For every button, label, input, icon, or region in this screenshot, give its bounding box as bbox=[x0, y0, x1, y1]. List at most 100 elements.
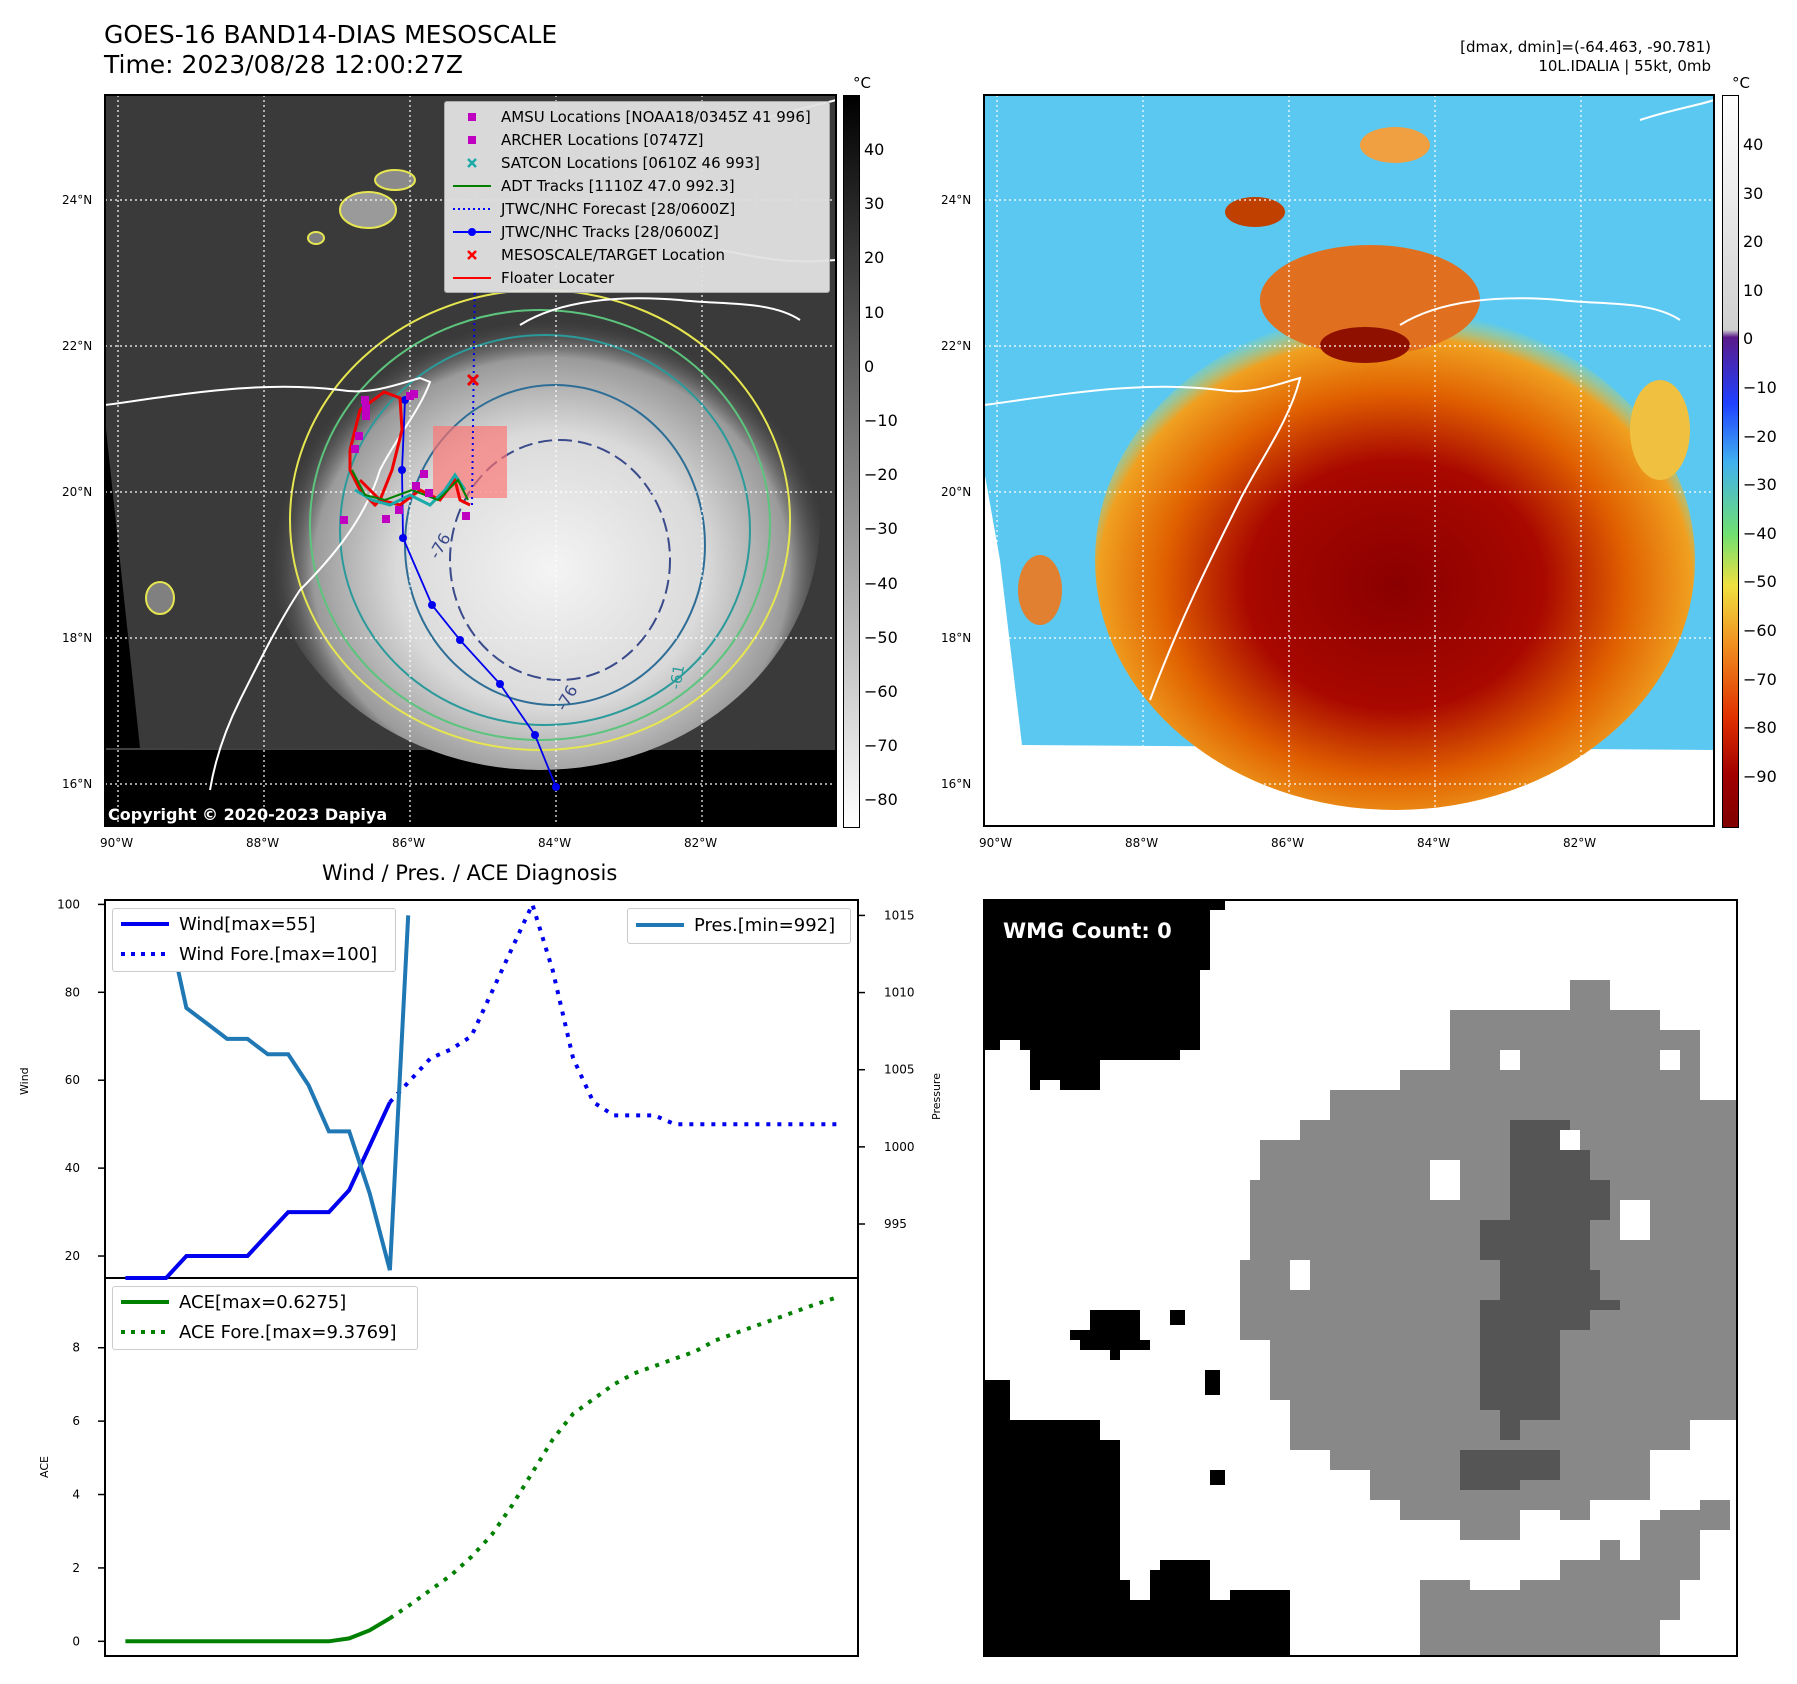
legend-wind-label: Wind[max=55] bbox=[179, 913, 316, 935]
pressure-y-tick-label: 1005 bbox=[884, 1063, 915, 1077]
pressure-legend: Pres.[min=992] bbox=[627, 908, 851, 944]
figure-title: GOES-16 BAND14-DIAS MESOSCALE Time: 2023/… bbox=[104, 20, 557, 80]
lon-label-90-right: 90°W bbox=[979, 836, 1013, 850]
ace-y-tick-label: 6 bbox=[72, 1414, 80, 1428]
gray-colorbar-tick-label: −70 bbox=[864, 736, 898, 756]
ace-series-line bbox=[125, 1616, 391, 1644]
legend-marker-icon bbox=[468, 135, 476, 144]
pressure-y-tick-label: 1010 bbox=[884, 986, 915, 1000]
color-colorbar-tick-label: 30 bbox=[1743, 183, 1764, 203]
amsu-archer-markers bbox=[340, 390, 470, 524]
lat-label-22-right: 22°N bbox=[941, 339, 972, 353]
ace-y-tick-label: 0 bbox=[72, 1634, 80, 1648]
gray-colorbar-tick-label: −80 bbox=[864, 790, 898, 810]
color-colorbar-tick-label: 0 bbox=[1743, 329, 1754, 349]
gray-colorbar-tick-label: −10 bbox=[864, 411, 898, 430]
mesoscale-box bbox=[433, 426, 507, 498]
legend-item: JTWC/NHC Forecast [28/0600Z] bbox=[451, 197, 823, 220]
ace-y-tick-label: 4 bbox=[72, 1488, 80, 1502]
ace-axes bbox=[104, 1277, 859, 1657]
lat-label-18-left: 18°N bbox=[62, 631, 93, 645]
lat-label-22-left: 22°N bbox=[62, 339, 93, 353]
title-line-2: Time: 2023/08/28 12:00:27Z bbox=[104, 50, 463, 79]
gray-colorbar-tick-label: 0 bbox=[864, 356, 875, 376]
lat-label-20-left: 20°N bbox=[62, 485, 93, 499]
storm-info: [dmax, dmin]=(-64.463, -90.781) 10L.IDALI… bbox=[1460, 38, 1711, 76]
legend-item: ARCHER Locations [0747Z] bbox=[451, 128, 823, 151]
lon-label-84-left: 84°W bbox=[538, 836, 572, 850]
color-enhanced-map bbox=[983, 94, 1715, 827]
color-colorbar-tick-label: 20 bbox=[1743, 232, 1764, 252]
color-colorbar-tick-label: −10 bbox=[1743, 378, 1777, 397]
legend-marker-icon bbox=[453, 207, 491, 210]
floater-locater-line bbox=[348, 390, 404, 508]
legend-item-label: JTWC/NHC Tracks [28/0600Z] bbox=[501, 222, 719, 241]
color-colorbar-tick-label: −20 bbox=[1743, 426, 1777, 446]
legend-item: Floater Locater bbox=[451, 266, 823, 289]
lat-label-16-right: 16°N bbox=[941, 777, 972, 791]
color-colorbar-tick-label: −80 bbox=[1743, 718, 1777, 738]
color-colorbar-tick-label: −60 bbox=[1743, 621, 1777, 640]
legend-pres-label: Pres.[min=992] bbox=[694, 914, 836, 936]
color-colorbar-tick-label: −50 bbox=[1743, 572, 1777, 592]
target-location-marker bbox=[466, 373, 480, 387]
lon-label-84-right: 84°W bbox=[1417, 836, 1451, 850]
gray-colorbar-tick-label: −50 bbox=[864, 627, 898, 647]
gray-colorbar-tick-label: −20 bbox=[864, 465, 898, 485]
ace-legend: ACE[max=0.6275] ACE Fore.[max=9.3769] bbox=[112, 1286, 418, 1350]
pressure-y-tick-label: 995 bbox=[884, 1217, 907, 1231]
wind-y-tick-label: 100 bbox=[57, 897, 80, 911]
legend-item: ADT Tracks [1110Z 47.0 992.3] bbox=[451, 174, 823, 197]
wind-y-tick-label: 60 bbox=[65, 1073, 80, 1087]
legend-wind-fore-label: Wind Fore.[max=100] bbox=[179, 943, 378, 965]
diagnosis-title: Wind / Pres. / ACE Diagnosis bbox=[322, 861, 618, 885]
legend-item-label: JTWC/NHC Forecast [28/0600Z] bbox=[501, 199, 736, 218]
color-colorbar-tick-label: −90 bbox=[1743, 766, 1777, 786]
legend-item: AMSU Locations [NOAA18/0345Z 41 996] bbox=[451, 105, 823, 128]
lon-label-82-left: 82°W bbox=[684, 836, 718, 850]
pressure-series-segment bbox=[387, 915, 411, 1271]
legend-ace-fore-label: ACE Fore.[max=9.3769] bbox=[179, 1321, 397, 1343]
gray-colorbar-tick-label: 40 bbox=[864, 140, 885, 159]
storm-cloud-shield bbox=[260, 270, 820, 770]
gray-colorbar-tick-label: −30 bbox=[864, 519, 898, 539]
map-legend: AMSU Locations [NOAA18/0345Z 41 996] ARCH… bbox=[444, 101, 830, 293]
legend-item-label: MESOSCALE/TARGET Location bbox=[501, 245, 726, 264]
wmg-panel: WMG Count: 0 bbox=[983, 899, 1738, 1657]
legend-item-label: Floater Locater bbox=[501, 268, 615, 287]
lat-label-20-right: 20°N bbox=[941, 485, 972, 499]
wind-legend: Wind[max=55] Wind Fore.[max=100] bbox=[112, 908, 396, 972]
color-colorbar-tick-label: −70 bbox=[1743, 669, 1777, 689]
storm-cold-tops bbox=[1095, 310, 1695, 810]
legend-item-label: ADT Tracks [1110Z 47.0 992.3] bbox=[501, 176, 735, 195]
legend-marker-icon bbox=[453, 276, 491, 279]
color-colorbar-tick-label: −30 bbox=[1743, 475, 1777, 495]
legend-marker-icon bbox=[467, 157, 477, 168]
gray-colorbar-tick-label: −60 bbox=[864, 682, 898, 701]
wmg-count-label: WMG Count: 0 bbox=[1003, 919, 1172, 943]
gray-colorbar-tick-label: 30 bbox=[864, 194, 885, 214]
title-line-1: GOES-16 BAND14-DIAS MESOSCALE bbox=[104, 20, 558, 49]
wind-y-tick-label: 20 bbox=[65, 1249, 80, 1263]
lat-label-18-right: 18°N bbox=[941, 631, 972, 645]
lon-label-90-left: 90°W bbox=[100, 836, 134, 850]
legend-item-label: ARCHER Locations [0747Z] bbox=[501, 130, 704, 149]
color-colorbar-tick-label: −40 bbox=[1743, 523, 1777, 543]
gray-colorbar-tick-label: 10 bbox=[864, 302, 885, 322]
legend-item-label: AMSU Locations [NOAA18/0345Z 41 996] bbox=[501, 107, 811, 126]
gray-colorbar-tick-label: 20 bbox=[864, 248, 885, 268]
gray-colorbar-tick-label: −40 bbox=[864, 573, 898, 593]
gray-colorbar bbox=[843, 95, 860, 828]
lon-label-88-left: 88°W bbox=[246, 836, 280, 850]
ace-y-tick-label: 2 bbox=[72, 1561, 80, 1575]
legend-item: SATCON Locations [0610Z 46 993] bbox=[451, 151, 823, 174]
legend-item: MESOSCALE/TARGET Location bbox=[451, 243, 823, 266]
lon-label-86-right: 86°W bbox=[1271, 836, 1305, 850]
gray-colorbar-unit: °C bbox=[853, 74, 871, 92]
legend-marker-icon bbox=[453, 227, 491, 236]
pressure-y-tick-label: 1015 bbox=[884, 908, 915, 922]
lat-label-16-left: 16°N bbox=[62, 777, 93, 791]
wind-y-tick-label: 80 bbox=[65, 985, 80, 999]
lat-label-24-right: 24°N bbox=[941, 193, 972, 207]
lon-label-86-left: 86°W bbox=[392, 836, 426, 850]
